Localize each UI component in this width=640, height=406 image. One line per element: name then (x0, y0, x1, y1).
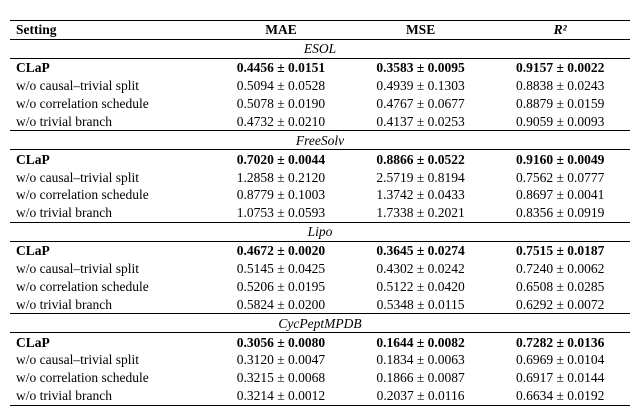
value-cell: 0.8866 ± 0.0522 (376, 151, 465, 167)
setting-cell: w/o causal–trivial split (16, 352, 139, 368)
value-cell: 0.5206 ± 0.0195 (236, 278, 326, 294)
section-row: CycPeptMPDB (10, 313, 630, 334)
setting-cell: CLaP (16, 60, 50, 76)
setting-cell: w/o trivial branch (16, 113, 112, 129)
value-cell: 0.3214 ± 0.0012 (211, 386, 351, 406)
value-cell: 0.7282 ± 0.0136 (515, 334, 605, 350)
value-cell: 0.8838 ± 0.0243 (515, 78, 605, 94)
value-cell: 0.3645 ± 0.0274 (376, 243, 465, 259)
value-cell: 0.8697 ± 0.0041 (515, 187, 605, 203)
value-cell: 0.5122 ± 0.0420 (376, 278, 465, 294)
section-row: ESOL (10, 38, 630, 59)
value-cell: 0.4672 ± 0.0020 (236, 243, 326, 259)
value-cell: 1.2858 ± 0.2120 (236, 169, 326, 185)
value-cell: 0.4767 ± 0.0677 (376, 96, 465, 111)
value-cell: 0.6292 ± 0.0072 (515, 296, 605, 312)
setting-cell: CLaP (16, 243, 50, 259)
data-row: w/o correlation schedule 0.3215 ± 0.0068 0… (10, 369, 630, 387)
header-row: Setting MAE MSE R² (10, 20, 630, 40)
value-cell: 0.8779 ± 0.1003 (236, 187, 326, 203)
value-cell: 0.7020 ± 0.0044 (236, 151, 326, 167)
data-row: w/o causal–trivial split 0.3120 ± 0.0047 0… (10, 351, 630, 369)
value-cell: 0.5348 ± 0.0115 (376, 296, 465, 312)
section-row: Lipo (10, 221, 630, 242)
setting-cell: w/o correlation schedule (16, 370, 149, 386)
section-title: Lipo (10, 221, 630, 242)
value-cell: 0.7562 ± 0.0777 (515, 169, 605, 185)
value-cell: 0.3583 ± 0.0095 (376, 60, 465, 76)
value-cell: 0.1644 ± 0.0082 (376, 334, 465, 350)
value-cell: 0.9059 ± 0.0093 (515, 113, 605, 129)
data-row: w/o correlation schedule 0.5206 ± 0.0195 0… (10, 277, 630, 295)
setting-cell: w/o causal–trivial split (16, 78, 139, 94)
setting-cell: CLaP (16, 151, 50, 167)
setting-cell: CLaP (16, 334, 50, 350)
column-header: Setting (10, 20, 212, 40)
value-cell: 0.1866 ± 0.0087 (376, 370, 465, 386)
setting-cell: w/o causal–trivial split (16, 261, 139, 277)
section-row: FreeSolv (10, 130, 630, 151)
data-row: w/o causal–trivial split 0.5145 ± 0.0425 0… (10, 260, 630, 278)
setting-cell: w/o trivial branch (16, 296, 112, 312)
data-row: w/o trivial branch 1.0753 ± 0.0593 1.7338 … (10, 204, 630, 222)
data-row: w/o trivial branch 0.4732 ± 0.0210 0.4137 … (10, 112, 630, 130)
column-header: MAE (211, 20, 351, 40)
value-cell: 1.7338 ± 0.2021 (376, 205, 465, 221)
value-cell: 0.4939 ± 0.1303 (376, 78, 465, 94)
value-cell: 0.1834 ± 0.0063 (376, 352, 465, 368)
setting-cell: w/o causal–trivial split (16, 169, 139, 185)
value-cell: 1.0753 ± 0.0593 (236, 205, 326, 221)
data-row: w/o correlation schedule 0.8779 ± 0.1003 1… (10, 186, 630, 204)
value-cell: 0.9157 ± 0.0022 (515, 60, 605, 76)
value-cell: 0.4302 ± 0.0242 (376, 261, 465, 277)
value-cell: 0.2037 ± 0.0116 (350, 386, 491, 406)
value-cell: 0.5078 ± 0.0190 (236, 96, 326, 111)
data-row: w/o trivial branch 0.3214 ± 0.0012 0.2037 … (10, 386, 630, 406)
value-cell: 1.3742 ± 0.0433 (376, 187, 465, 203)
results-table: Setting MAE MSE R² ESOL CLaP 0.4456 ± 0.0151 0… (10, 20, 630, 406)
data-row: w/o correlation schedule 0.5078 ± 0.0190 0… (10, 95, 630, 113)
value-cell: 0.8879 ± 0.0159 (515, 96, 605, 111)
value-cell: 0.7515 ± 0.0187 (515, 243, 605, 259)
value-cell: 0.6917 ± 0.0144 (515, 370, 605, 386)
value-cell: 0.4456 ± 0.0151 (236, 60, 326, 76)
column-header: MSE (350, 20, 491, 40)
setting-cell: w/o trivial branch (10, 386, 212, 406)
data-row: CLaP 0.3056 ± 0.0080 0.1644 ± 0.0082 0.7282… (10, 333, 630, 351)
data-row: w/o causal–trivial split 1.2858 ± 0.2120 2… (10, 168, 630, 186)
value-cell: 0.7240 ± 0.0062 (515, 261, 605, 277)
section-title: FreeSolv (10, 130, 630, 151)
value-cell: 0.5145 ± 0.0425 (236, 261, 326, 277)
value-cell: 0.9160 ± 0.0049 (515, 151, 605, 167)
table-body: ESOL CLaP 0.4456 ± 0.0151 0.3583 ± 0.0095 0.… (10, 38, 630, 406)
section-title: CycPeptMPDB (10, 313, 630, 334)
data-row: w/o trivial branch 0.5824 ± 0.0200 0.5348 … (10, 295, 630, 313)
value-cell: 2.5719 ± 0.8194 (376, 169, 465, 185)
value-cell: 0.6634 ± 0.0192 (490, 386, 630, 406)
data-row: CLaP 0.4672 ± 0.0020 0.3645 ± 0.0274 0.7515… (10, 241, 630, 259)
value-cell: 0.3056 ± 0.0080 (236, 334, 326, 350)
value-cell: 0.3120 ± 0.0047 (236, 352, 326, 368)
value-cell: 0.5824 ± 0.0200 (236, 296, 326, 312)
data-row: CLaP 0.7020 ± 0.0044 0.8866 ± 0.0522 0.9160… (10, 150, 630, 168)
setting-cell: w/o correlation schedule (16, 96, 149, 111)
column-header: R² (490, 20, 630, 40)
value-cell: 0.3215 ± 0.0068 (236, 370, 326, 386)
section-title: ESOL (10, 38, 630, 59)
data-row: w/o causal–trivial split 0.5094 ± 0.0528 0… (10, 77, 630, 95)
value-cell: 0.4732 ± 0.0210 (236, 113, 326, 129)
setting-cell: w/o correlation schedule (16, 187, 149, 203)
value-cell: 0.6969 ± 0.0104 (515, 352, 605, 368)
value-cell: 0.4137 ± 0.0253 (376, 113, 465, 129)
value-cell: 0.5094 ± 0.0528 (236, 78, 326, 94)
value-cell: 0.8356 ± 0.0919 (515, 205, 605, 221)
setting-cell: w/o correlation schedule (16, 278, 149, 294)
value-cell: 0.6508 ± 0.0285 (515, 278, 605, 294)
data-row: CLaP 0.4456 ± 0.0151 0.3583 ± 0.0095 0.9157… (10, 58, 630, 76)
setting-cell: w/o trivial branch (16, 205, 112, 221)
